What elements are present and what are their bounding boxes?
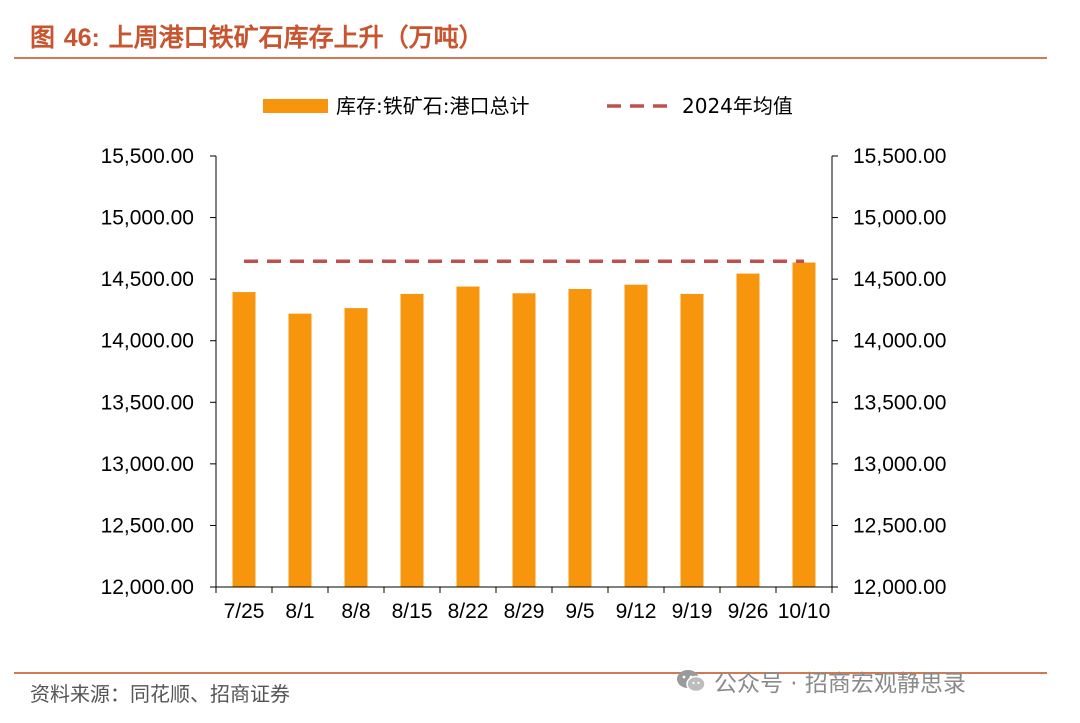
x-tick-label: 10/10 <box>778 600 831 623</box>
x-tick-label: 7/25 <box>224 600 265 623</box>
left-y-tick-label: 15,000.00 <box>101 207 194 230</box>
watermark-text: 公众号 · 招商宏观静思录 <box>714 671 966 697</box>
left-y-tick-label: 13,500.00 <box>101 391 194 414</box>
legend-label-bar: 库存:铁矿石:港口总计 <box>336 94 529 118</box>
footer-divider <box>14 672 1047 674</box>
right-y-axis: 12,000.00 12,500.00 13,000.00 13,500.00 14,0… <box>831 145 946 599</box>
legend-label-line: 2024年均值 <box>682 94 793 118</box>
right-y-tick-label: 14,000.00 <box>853 330 946 353</box>
x-tick-label: 8/22 <box>448 600 489 623</box>
bar <box>680 293 704 587</box>
x-tick-label: 9/12 <box>616 600 657 623</box>
legend-swatch-bar <box>263 99 328 113</box>
bar <box>344 308 368 587</box>
bar <box>456 286 480 587</box>
left-y-tick-label: 14,000.00 <box>101 330 194 353</box>
x-tick-label: 8/8 <box>341 600 370 623</box>
left-y-tick-label: 15,500.00 <box>101 145 194 168</box>
bar <box>288 313 312 587</box>
left-y-tick-label: 14,500.00 <box>101 268 194 291</box>
wechat-icon <box>677 670 706 693</box>
bar <box>512 293 536 587</box>
x-tick-label: 9/26 <box>728 600 769 623</box>
right-y-tick-label: 13,000.00 <box>853 453 946 476</box>
x-tick-label: 8/1 <box>285 600 314 623</box>
x-tick-label: 8/29 <box>504 600 545 623</box>
left-y-tick-label: 13,000.00 <box>101 453 194 476</box>
figure-number: 46: <box>63 24 100 52</box>
figure-label: 图 <box>30 23 56 52</box>
source-note: 资料来源：同花顺、招商证券 <box>30 682 290 706</box>
x-axis: 7/25 8/1 8/8 8/15 8/22 8/29 9/5 9/12 9/19 9/26 10/… <box>215 586 833 623</box>
right-y-tick-label: 12,000.00 <box>853 576 946 599</box>
bar <box>400 293 424 587</box>
x-tick-label: 9/5 <box>565 600 594 623</box>
bar <box>624 284 648 587</box>
title-divider <box>14 57 1047 59</box>
bar-series <box>232 262 816 587</box>
right-y-tick-label: 14,500.00 <box>853 268 946 291</box>
x-tick-label: 9/19 <box>672 600 713 623</box>
watermark: 公众号 · 招商宏观静思录 <box>676 664 966 698</box>
figure-title-text: 上周港口铁矿石库存上升（万吨） <box>108 23 484 52</box>
left-y-tick-label: 12,000.00 <box>101 576 194 599</box>
x-tick-label: 8/15 <box>392 600 433 623</box>
legend: 库存:铁矿石:港口总计 2024年均值 <box>263 94 793 118</box>
left-y-tick-label: 12,500.00 <box>101 514 194 537</box>
bar <box>568 288 592 587</box>
right-y-tick-label: 15,000.00 <box>853 207 946 230</box>
bar <box>792 262 816 587</box>
bar <box>736 273 760 587</box>
figure-title: 图 46: 上周港口铁矿石库存上升（万吨） <box>30 18 484 54</box>
bar <box>232 292 256 587</box>
right-y-tick-label: 13,500.00 <box>853 391 946 414</box>
left-y-axis: 12,000.00 12,500.00 13,000.00 13,500.00 14,0… <box>101 145 217 599</box>
right-y-tick-label: 15,500.00 <box>853 145 946 168</box>
right-y-tick-label: 12,500.00 <box>853 514 946 537</box>
